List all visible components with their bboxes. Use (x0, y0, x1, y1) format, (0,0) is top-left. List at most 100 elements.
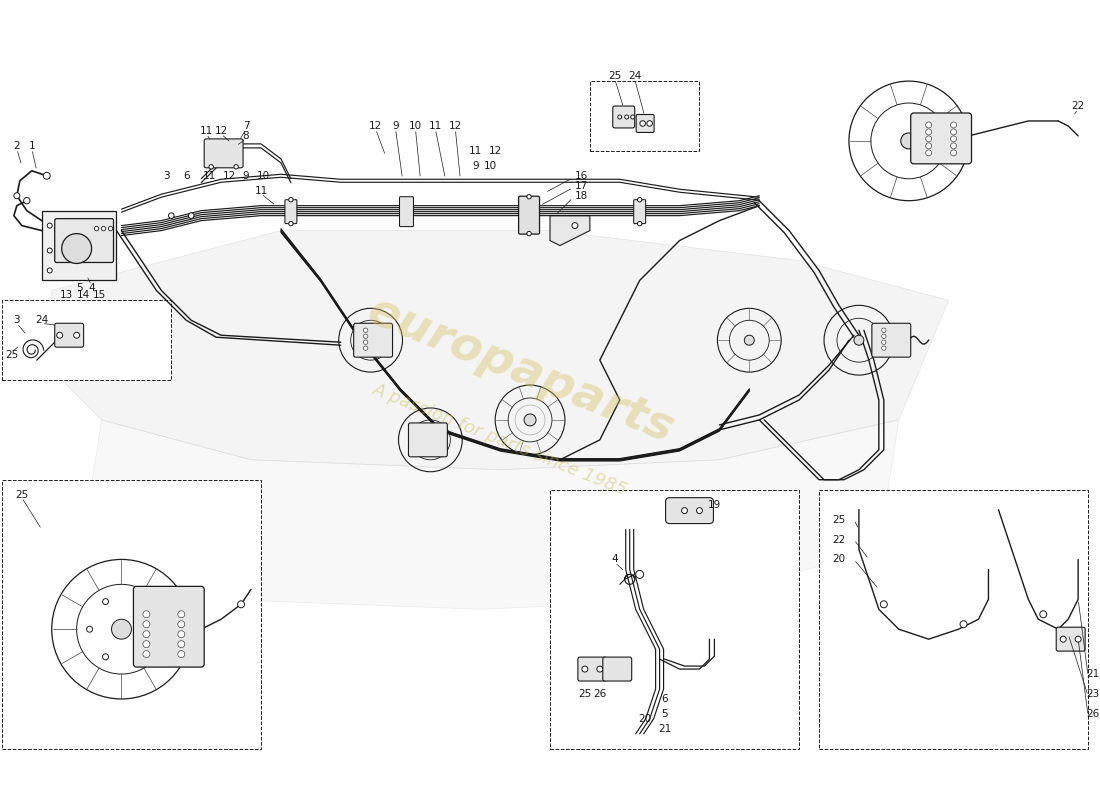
Circle shape (880, 601, 888, 608)
Circle shape (74, 332, 79, 338)
Text: 18: 18 (575, 190, 589, 201)
Text: 11: 11 (429, 121, 442, 131)
Text: 25: 25 (833, 514, 846, 525)
Circle shape (881, 328, 886, 333)
Text: 11: 11 (254, 186, 267, 196)
FancyBboxPatch shape (634, 200, 646, 224)
Circle shape (178, 610, 185, 618)
Text: 2: 2 (13, 141, 20, 151)
Bar (524, 224, 535, 228)
FancyBboxPatch shape (613, 106, 635, 128)
Circle shape (682, 508, 688, 514)
Text: 20: 20 (638, 714, 651, 724)
Text: 25: 25 (6, 350, 19, 360)
Circle shape (527, 231, 531, 236)
Circle shape (62, 234, 91, 263)
Circle shape (363, 346, 367, 350)
Bar (524, 200, 535, 204)
Circle shape (618, 115, 621, 119)
Text: 1: 1 (29, 141, 35, 151)
Circle shape (365, 335, 375, 345)
Circle shape (87, 626, 92, 632)
Circle shape (636, 570, 644, 578)
Circle shape (638, 222, 642, 226)
Text: 21: 21 (1087, 669, 1100, 679)
Circle shape (625, 115, 629, 119)
Text: 6: 6 (183, 170, 189, 181)
Text: 15: 15 (92, 290, 107, 300)
Text: 17: 17 (575, 181, 589, 190)
Text: 16: 16 (575, 170, 589, 181)
Text: 12: 12 (214, 126, 228, 136)
Polygon shape (52, 230, 948, 470)
Text: 7: 7 (243, 121, 250, 131)
Text: 24: 24 (628, 71, 641, 81)
Text: 23: 23 (1087, 689, 1100, 699)
Bar (222, 145, 227, 159)
FancyBboxPatch shape (518, 196, 539, 234)
FancyBboxPatch shape (872, 323, 911, 357)
Circle shape (926, 129, 932, 135)
FancyBboxPatch shape (636, 114, 654, 133)
Text: 11: 11 (469, 146, 482, 156)
Circle shape (640, 121, 646, 126)
Circle shape (881, 346, 886, 350)
Circle shape (178, 630, 185, 638)
FancyBboxPatch shape (55, 218, 113, 262)
Circle shape (647, 121, 652, 126)
FancyBboxPatch shape (354, 323, 393, 357)
Circle shape (238, 601, 244, 608)
Circle shape (143, 610, 150, 618)
Circle shape (178, 621, 185, 628)
Circle shape (926, 136, 932, 142)
Polygon shape (550, 216, 590, 246)
Circle shape (572, 222, 578, 229)
FancyBboxPatch shape (666, 498, 714, 523)
Text: 5: 5 (76, 283, 82, 294)
FancyBboxPatch shape (408, 423, 448, 457)
Circle shape (1075, 636, 1081, 642)
Circle shape (288, 222, 293, 226)
FancyBboxPatch shape (285, 200, 297, 224)
Circle shape (14, 193, 20, 198)
Bar (524, 206, 535, 210)
Circle shape (1040, 610, 1047, 618)
Text: 19: 19 (707, 500, 721, 510)
Circle shape (881, 340, 886, 344)
Circle shape (57, 332, 63, 338)
Bar (403, 198, 410, 202)
Bar (820, 490, 1088, 749)
Text: 3: 3 (163, 170, 169, 181)
Text: 13: 13 (60, 290, 74, 300)
Bar (550, 490, 799, 749)
Circle shape (696, 508, 703, 514)
FancyBboxPatch shape (55, 323, 84, 347)
Text: 26: 26 (1087, 709, 1100, 719)
Circle shape (1060, 636, 1066, 642)
Circle shape (527, 194, 531, 199)
Circle shape (854, 335, 864, 345)
Text: 24: 24 (35, 315, 48, 326)
Text: 3: 3 (13, 315, 20, 326)
Bar (2, 300, 172, 380)
Circle shape (47, 268, 52, 273)
Text: 4: 4 (88, 283, 95, 294)
Circle shape (143, 630, 150, 638)
Circle shape (143, 621, 150, 628)
Text: 21: 21 (658, 724, 671, 734)
Text: 10: 10 (256, 170, 270, 181)
FancyBboxPatch shape (1056, 627, 1085, 651)
Circle shape (178, 650, 185, 658)
Circle shape (102, 598, 109, 605)
Text: 22: 22 (1071, 101, 1085, 111)
Circle shape (23, 198, 30, 204)
FancyBboxPatch shape (399, 197, 414, 226)
Text: 25: 25 (579, 689, 592, 699)
Text: 26: 26 (593, 689, 606, 699)
Circle shape (47, 248, 52, 253)
Circle shape (43, 172, 51, 179)
FancyBboxPatch shape (133, 586, 205, 667)
Circle shape (143, 641, 150, 648)
Polygon shape (81, 420, 899, 610)
FancyBboxPatch shape (205, 139, 243, 168)
